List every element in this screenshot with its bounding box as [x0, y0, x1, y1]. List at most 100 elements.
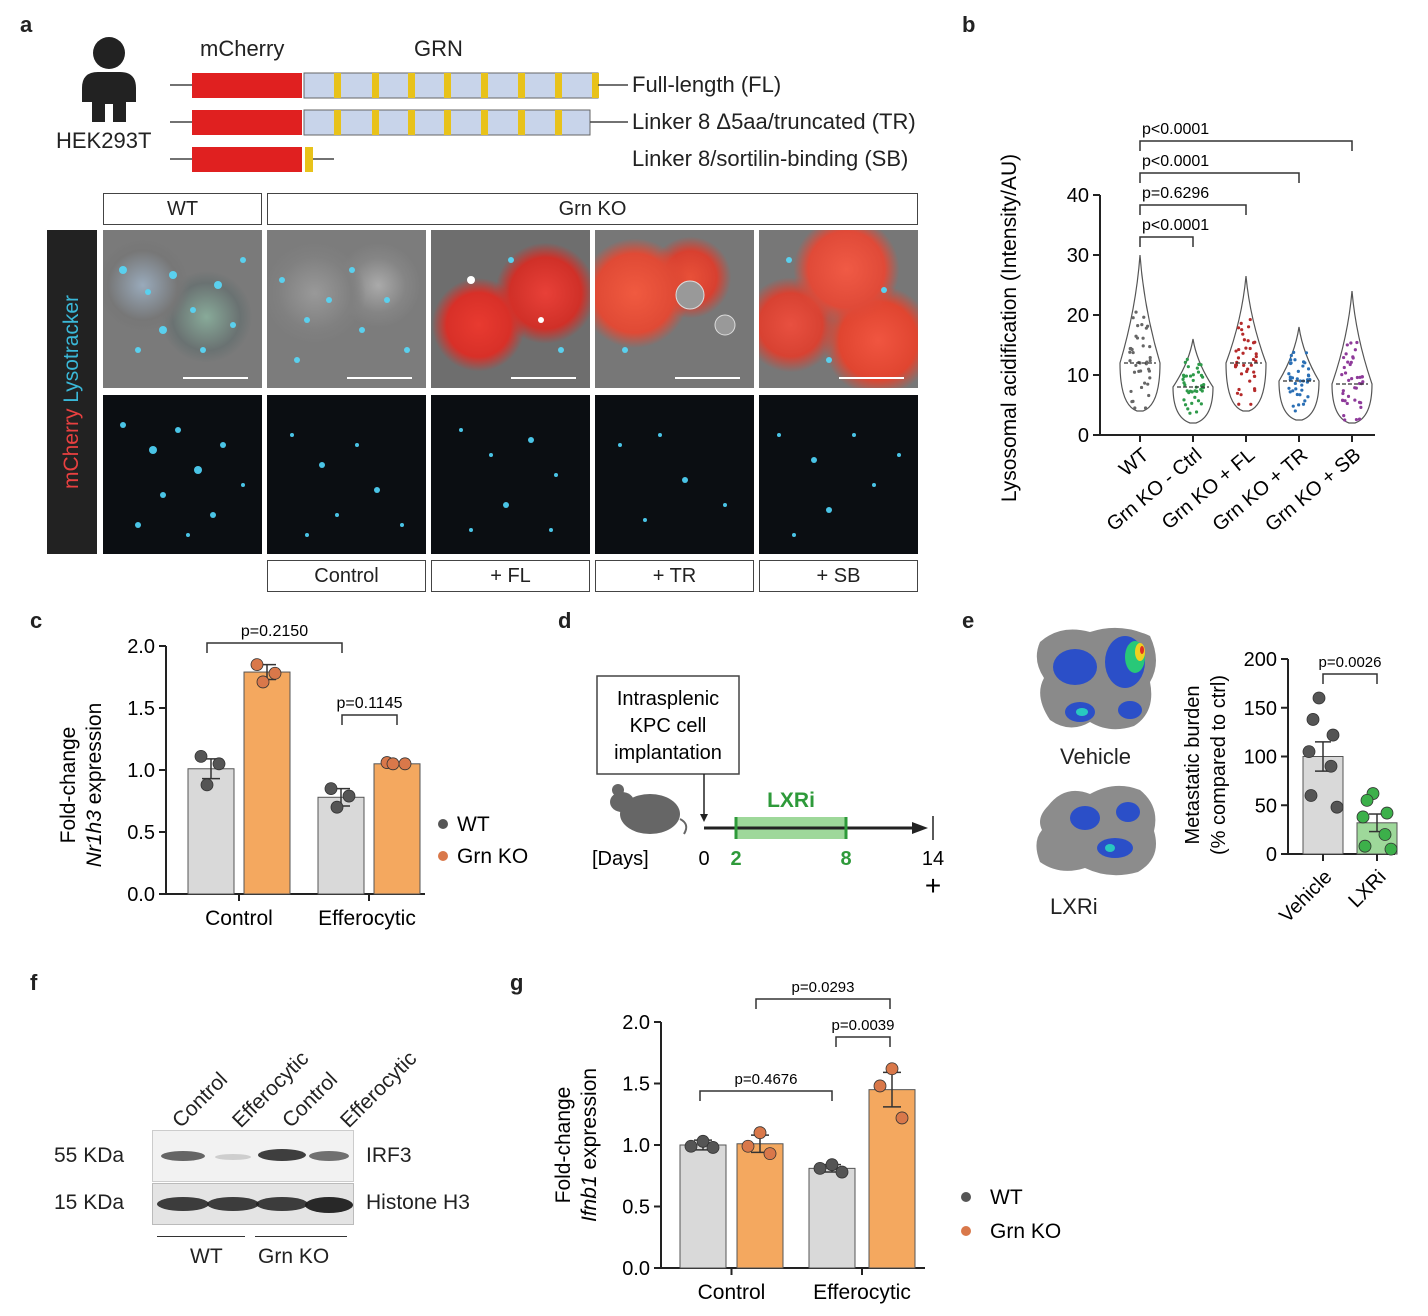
b-point — [1357, 417, 1362, 421]
b-point — [1237, 347, 1241, 352]
e-ytick-label: 200 — [1244, 649, 1277, 671]
b-point — [1253, 388, 1257, 393]
b-point — [1355, 340, 1359, 345]
g-legend-wt-marker — [961, 1192, 971, 1202]
e-point — [1384, 842, 1398, 856]
group-line-ko — [255, 1236, 347, 1237]
b-point — [1239, 393, 1243, 397]
g-point — [873, 1079, 887, 1093]
condition-label-tr: + TR — [595, 560, 754, 592]
b-point — [1183, 360, 1187, 364]
g-legend-ko: Grn KO — [990, 1220, 1061, 1243]
construct-label-fl: Full-length (FL) — [632, 72, 782, 97]
cell-line-label: HEK293T — [56, 128, 152, 153]
b-point — [1353, 398, 1357, 402]
c-ytick-label: 0.5 — [127, 822, 155, 844]
b-point — [1287, 386, 1291, 390]
micrograph-lyso-fl — [431, 395, 590, 554]
b-point — [1183, 383, 1187, 387]
e-point — [1378, 828, 1392, 841]
b-point — [1290, 376, 1295, 380]
g-ytick-label: 0.0 — [622, 1258, 650, 1280]
b-point — [1133, 406, 1137, 410]
b-point — [1340, 398, 1345, 402]
b-point — [1186, 365, 1190, 369]
g-bar — [808, 1167, 856, 1269]
c-bracket — [341, 714, 398, 725]
g-point — [885, 1062, 899, 1076]
g-pvalue: p=0.0293 — [792, 979, 855, 996]
panel-a-letter: a — [20, 12, 33, 37]
b-point — [1360, 375, 1364, 379]
tick-day-0: 0 — [698, 848, 709, 870]
b-point — [1136, 324, 1140, 328]
c-ytick-label: 1.5 — [127, 698, 155, 720]
b-point — [1295, 377, 1299, 381]
b-point — [1303, 399, 1307, 403]
b-point — [1304, 351, 1309, 355]
b-point — [1237, 387, 1241, 392]
b-point — [1195, 389, 1199, 393]
e-image-label-vehicle: Vehicle — [1060, 744, 1131, 769]
g-point — [825, 1158, 839, 1172]
b-pvalue: p=0.6296 — [1142, 185, 1209, 202]
b-point — [1143, 406, 1148, 410]
b-point — [1345, 401, 1349, 406]
b-point — [1141, 344, 1145, 348]
group-label-grn-ko: Grn KO — [267, 193, 918, 225]
b-point — [1248, 317, 1252, 322]
blot-histone — [152, 1183, 354, 1225]
micrograph-lyso-control — [267, 395, 426, 554]
g-bracket — [755, 998, 891, 1009]
b-point — [1361, 380, 1365, 384]
mcherry-domain-label: mCherry — [200, 36, 285, 61]
b-point — [1239, 321, 1243, 325]
b-point — [1129, 389, 1133, 394]
b-point — [1234, 349, 1238, 353]
b-point — [1137, 369, 1141, 373]
b-ylabel: Lysosomal acidification (Intensity/AU) — [998, 154, 1021, 502]
b-point — [1201, 375, 1205, 379]
b-point — [1251, 357, 1256, 362]
b-ytick-label: 40 — [1067, 185, 1089, 207]
b-point — [1196, 399, 1201, 403]
b-point — [1236, 326, 1241, 330]
b-point — [1248, 379, 1252, 383]
b-point — [1134, 363, 1138, 368]
bar-chart-c: Fold-change Nr1h3 expression WT Grn KO 0… — [57, 623, 528, 930]
e-point — [1306, 713, 1320, 726]
c-point — [200, 778, 214, 792]
c-point — [268, 666, 282, 680]
c-bar — [243, 671, 291, 895]
e-ytick-label: 0 — [1266, 844, 1277, 866]
g-bracket — [835, 1036, 891, 1047]
b-point — [1239, 372, 1244, 376]
b-point — [1254, 359, 1258, 363]
condition-label-control: Control — [267, 560, 426, 592]
b-point — [1300, 388, 1304, 392]
b-point — [1242, 363, 1246, 367]
bar-chart-e: Metastatic burden (% compared to ctrl) 0… — [1182, 649, 1398, 927]
b-point — [1349, 360, 1353, 364]
b-violin — [1225, 275, 1267, 412]
c-ytick-label: 2.0 — [127, 636, 155, 658]
e-xtick-label: Vehicle — [1275, 866, 1336, 927]
treatment-label: LXRi — [767, 789, 815, 812]
b-point — [1181, 377, 1185, 381]
b-point — [1298, 379, 1302, 383]
b-point — [1342, 414, 1346, 418]
b-point — [1355, 375, 1359, 380]
b-point — [1353, 348, 1357, 352]
b-point — [1349, 341, 1353, 345]
c-point — [330, 800, 344, 814]
panel-d-letter: d — [558, 608, 572, 633]
b-point — [1289, 358, 1293, 362]
b-point — [1346, 394, 1351, 399]
organ-image-vehicle — [1036, 627, 1156, 730]
b-pvalue: p<0.0001 — [1142, 121, 1209, 138]
b-point — [1134, 310, 1138, 314]
b-point — [1354, 417, 1359, 422]
e-point — [1312, 691, 1326, 705]
construct-label-tr: Linker 8 Δ5aa/truncated (TR) — [632, 109, 916, 134]
e-bracket — [1322, 673, 1378, 684]
